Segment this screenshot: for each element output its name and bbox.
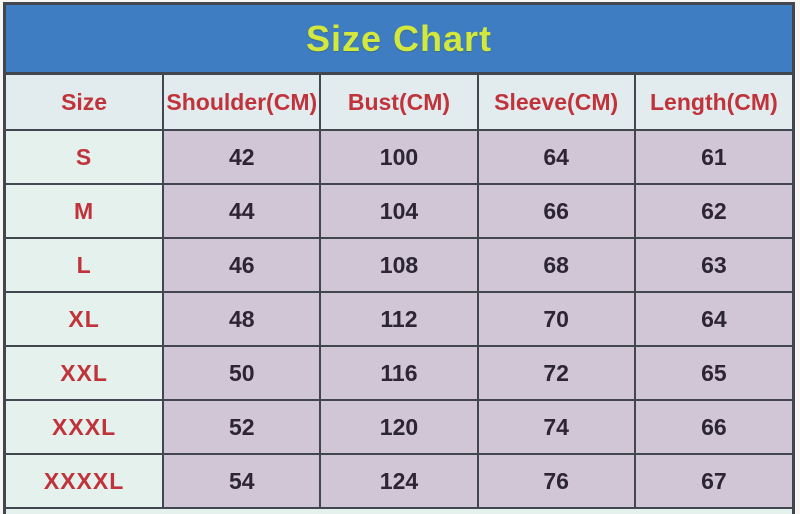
value-cell: 62 xyxy=(633,183,792,239)
size-table: Size Shoulder(CM) Bust(CM) Sleeve(CM) Length… xyxy=(6,75,792,509)
table-row-xxxl: XXXL 52 120 74 66 xyxy=(6,399,792,455)
value-cell: 54 xyxy=(162,453,322,509)
table-row-m: M 44 104 66 62 xyxy=(6,183,792,239)
value-cell: 64 xyxy=(476,129,636,185)
value-cell: 112 xyxy=(319,291,479,347)
value-cell: 124 xyxy=(319,453,479,509)
value-cell: 61 xyxy=(633,129,792,185)
value-cell: 67 xyxy=(633,453,792,509)
size-table-body: S 42 100 64 61 M 44 104 66 62 L 46 108 68 63 XL 48 112 70 6… xyxy=(6,129,792,509)
size-label: XXL xyxy=(6,345,165,401)
header-row: Size Shoulder(CM) Bust(CM) Sleeve(CM) Length… xyxy=(6,75,792,131)
value-cell: 104 xyxy=(319,183,479,239)
column-header-size: Size xyxy=(6,75,165,131)
table-row-xxxxl: XXXXL 54 124 76 67 xyxy=(6,453,792,509)
value-cell: 72 xyxy=(476,345,636,401)
value-cell: 100 xyxy=(319,129,479,185)
value-cell: 63 xyxy=(633,237,792,293)
value-cell: 66 xyxy=(633,399,792,455)
size-label: S xyxy=(6,129,165,185)
table-row-s: S 42 100 64 61 xyxy=(6,129,792,185)
value-cell: 46 xyxy=(162,237,322,293)
chart-title: Size Chart xyxy=(6,5,792,75)
size-label: L xyxy=(6,237,165,293)
value-cell: 42 xyxy=(162,129,322,185)
value-cell: 52 xyxy=(162,399,322,455)
column-header-lengthcm: Length(CM) xyxy=(633,75,792,131)
value-cell: 70 xyxy=(476,291,636,347)
value-cell: 64 xyxy=(633,291,792,347)
size-table-header: Size Shoulder(CM) Bust(CM) Sleeve(CM) Length… xyxy=(6,75,792,131)
value-cell: 74 xyxy=(476,399,636,455)
value-cell: 65 xyxy=(633,345,792,401)
value-cell: 48 xyxy=(162,291,322,347)
column-header-bustcm: Bust(CM) xyxy=(319,75,479,131)
column-header-shouldercm: Shoulder(CM) xyxy=(162,75,322,131)
value-cell: 120 xyxy=(319,399,479,455)
value-cell: 68 xyxy=(476,237,636,293)
table-row-xxl: XXL 50 116 72 65 xyxy=(6,345,792,401)
size-label: XL xyxy=(6,291,165,347)
size-label: XXXL xyxy=(6,399,165,455)
column-header-sleevecm: Sleeve(CM) xyxy=(476,75,636,131)
value-cell: 76 xyxy=(476,453,636,509)
size-label: M xyxy=(6,183,165,239)
value-cell: 44 xyxy=(162,183,322,239)
value-cell: 116 xyxy=(319,345,479,401)
value-cell: 108 xyxy=(319,237,479,293)
value-cell: 66 xyxy=(476,183,636,239)
size-label: XXXXL xyxy=(6,453,165,509)
size-chart-frame: Size Chart Size Shoulder(CM) Bust(CM) Sleev… xyxy=(3,2,795,514)
table-row-l: L 46 108 68 63 xyxy=(6,237,792,293)
value-cell: 50 xyxy=(162,345,322,401)
table-row-xl: XL 48 112 70 64 xyxy=(6,291,792,347)
